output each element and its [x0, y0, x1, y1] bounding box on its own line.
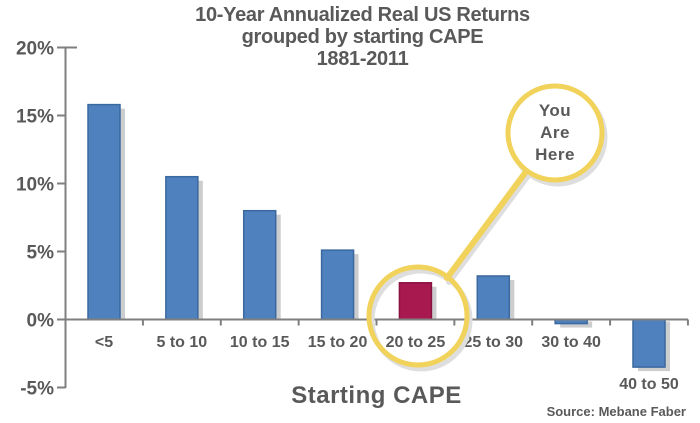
annotation-connector-shadow — [446, 174, 530, 285]
x-axis-label: 40 to 50 — [619, 376, 679, 393]
you-are-here-annotation: You Are Here — [495, 100, 615, 166]
y-axis-label: 10% — [16, 175, 54, 196]
x-axis-label: 10 to 15 — [230, 334, 290, 351]
x-axis-label: 25 to 30 — [463, 334, 523, 351]
x-axis-label: 30 to 40 — [541, 334, 601, 351]
y-axis-label: -5% — [20, 379, 54, 400]
x-axis-label: 15 to 20 — [308, 334, 368, 351]
chart-title-line-3: 1881-2011 — [316, 48, 409, 70]
bar — [632, 318, 666, 368]
annotation-line-1: You — [538, 101, 572, 120]
bar — [476, 275, 511, 321]
annotation-line-2: Are — [540, 123, 570, 142]
bar-shadow — [560, 321, 593, 328]
x-axis-label: 20 to 25 — [386, 334, 446, 351]
annotation-circle-shadow — [369, 268, 473, 372]
x-axis-label: 5 to 10 — [157, 334, 208, 351]
bar — [320, 249, 355, 321]
bar-20-to-25-highlighted — [398, 282, 433, 321]
y-axis-label: 15% — [16, 107, 54, 128]
y-axis-label: 20% — [16, 39, 54, 60]
bar — [87, 103, 121, 321]
y-axis-label: 0% — [27, 311, 55, 332]
x-axis-label: <5 — [95, 334, 113, 351]
annotation-bubble-circle — [505, 83, 605, 183]
chart-title: 10-Year Annualized Real US Returns group… — [25, 4, 700, 70]
chart-title-line-2: grouped by starting CAPE — [241, 26, 484, 48]
annotation-target-circle — [366, 264, 470, 368]
x-axis-title: Starting CAPE — [291, 382, 462, 409]
y-axis-label: 5% — [27, 243, 55, 264]
bar — [242, 209, 277, 321]
annotation-line-3: Here — [535, 145, 575, 164]
annotation-connector-line — [444, 170, 528, 281]
bar — [165, 175, 199, 321]
source-credit: Source: Mebane Faber — [546, 404, 686, 419]
chart-title-line-1: 10-Year Annualized Real US Returns — [195, 4, 530, 26]
